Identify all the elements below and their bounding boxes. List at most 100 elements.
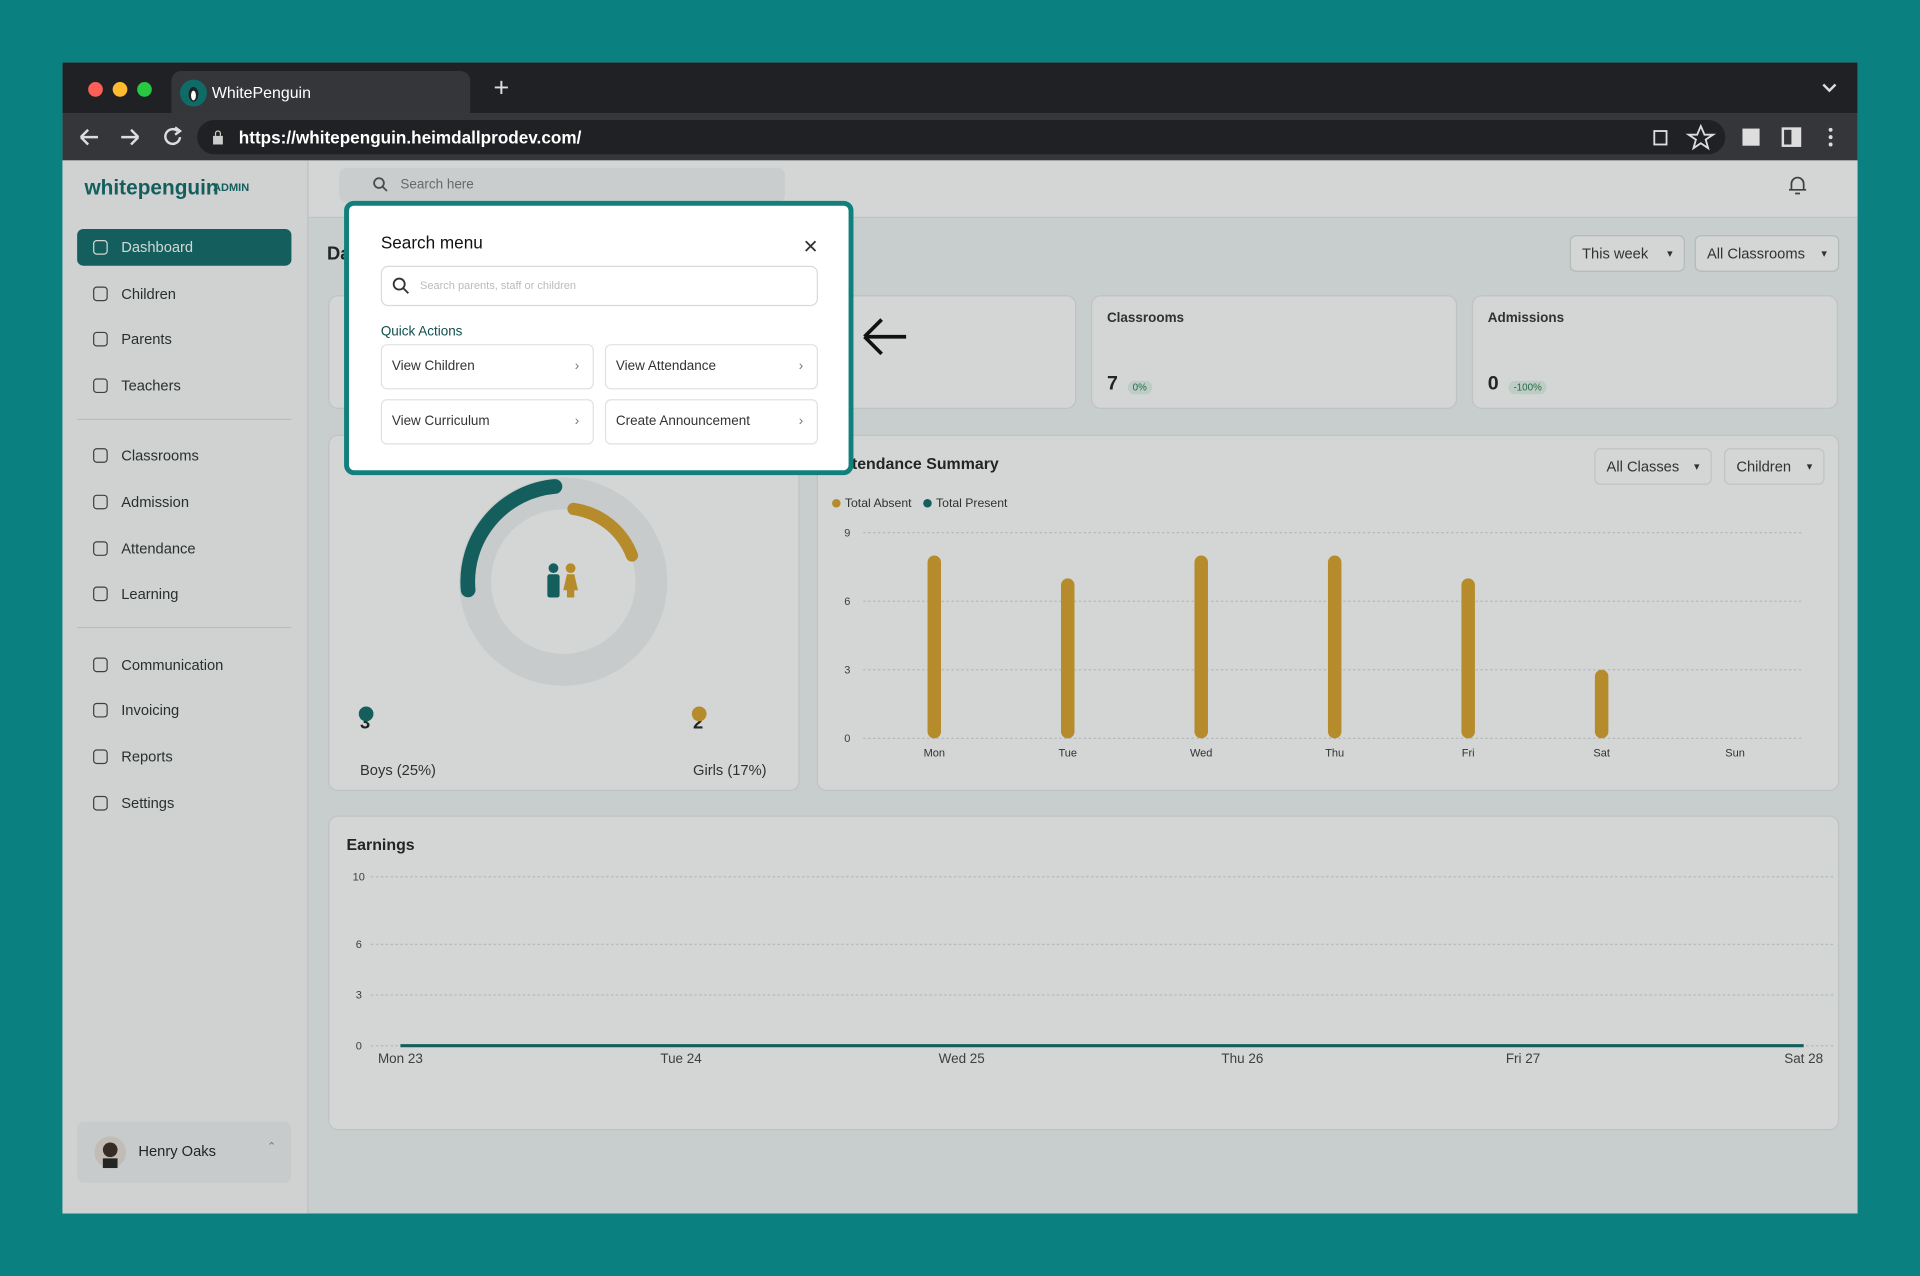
new-tab-button[interactable]: + [493,72,510,103]
x-tick-label: Sun [1725,748,1745,760]
modal-backdrop[interactable] [62,160,1858,1214]
chevron: › [798,413,804,429]
stat-value: 0 [1487,373,1499,395]
quick-action[interactable]: View Attendance › [604,344,818,390]
girls-count: 2 [693,712,704,734]
quick-action[interactable]: Create Announcement › [604,399,818,445]
stat-value: 7 [1106,373,1118,395]
nav-label: Dashboard [121,238,194,256]
search-placeholder: Search here [400,177,474,193]
nav-icon [93,657,108,672]
nav-item[interactable]: Teachers [77,367,291,404]
nav-icon [93,749,108,765]
x-tick-label: Wed 25 [939,1051,985,1066]
x-tick-label: Wed [1190,748,1212,760]
modal-search[interactable]: Search parents, staff or children [380,265,818,307]
nav-item[interactable]: Classrooms [77,438,291,475]
user-menu[interactable]: Henry Oaks ⌃ [77,1121,292,1183]
nav-label: Classrooms [121,447,199,465]
browser-toolbar[interactable] [1642,123,1850,151]
nav-icon [93,795,108,811]
top-search[interactable]: Search here [339,167,785,203]
nav-item[interactable]: Admission [77,484,291,521]
y-tick-label: 0 [844,733,850,745]
legend-label: Total Present [936,496,1008,510]
nav-icon [93,494,108,510]
x-tick-label: Sat [1593,748,1610,760]
search-icon [373,177,388,192]
navigation-buttons[interactable] [75,124,197,151]
group-filter[interactable]: Children ▾ [1724,448,1825,485]
nav-icon [93,332,108,348]
y-tick-label: 3 [844,664,850,676]
boys-label: Boys (25%) [360,761,436,779]
address-bar: https://whitepenguin.heimdallprodev.com/ [62,113,1858,161]
stat-change: 0% [1127,380,1152,395]
chevron: ▾ [1667,247,1673,260]
boy-icon [548,563,559,574]
nav-label: Settings [121,794,175,812]
legend-swatch [923,498,932,508]
x-tick-label: Tue 24 [660,1051,702,1066]
y-tick-label: 3 [356,990,362,1002]
role-badge: ADMIN [213,181,250,194]
nav-item[interactable]: Reports [77,738,291,775]
nav-label: Learning [121,585,179,603]
classroom-filter[interactable]: All Classrooms ▾ [1694,235,1840,272]
chevron: ⌃ [266,1140,277,1153]
quick-action[interactable]: View Curriculum › [380,399,594,445]
modal-title: Search menu [380,232,483,253]
nav-icon [93,587,108,602]
class-filter[interactable]: All Classes ▾ [1594,448,1712,485]
url-text: https://whitepenguin.heimdallprodev.com/ [238,127,582,147]
bar [1327,555,1342,739]
browser-tab[interactable]: WhitePenguin [171,71,471,114]
earnings-card: Earnings [328,815,1840,1131]
user-name: Henry Oaks [138,1142,216,1160]
filter-label: Children [1736,457,1792,476]
quick-action[interactable]: View Children › [380,344,594,390]
nav-item[interactable]: Children [77,275,291,312]
filter-label: All Classrooms [1706,244,1805,263]
x-tick-label: Sat 28 [1784,1051,1823,1066]
favicon [180,79,207,107]
tab-bar: WhitePenguin + [62,62,1858,114]
nav-item[interactable]: Invoicing [77,692,291,729]
search-icon [392,277,410,294]
bar [1061,578,1075,739]
x-tick-label: Mon 23 [378,1051,423,1066]
boys-dot [358,706,374,722]
url-field[interactable]: https://whitepenguin.heimdallprodev.com/ [197,120,1726,155]
close-button[interactable] [804,240,817,252]
bar [927,555,942,739]
nav-icon [93,286,108,301]
window-controls[interactable] [62,62,172,113]
action-label: View Children [391,358,475,374]
notifications[interactable] [1788,174,1808,196]
period-filter[interactable]: This week ▾ [1569,235,1685,272]
chevron: › [574,358,580,374]
avatar [94,1136,127,1169]
legend-label: Total Absent [845,496,912,510]
action-label: View Attendance [615,358,717,374]
action-label: View Curriculum [391,413,490,429]
nav-label: Communication [121,655,224,673]
nav-item[interactable]: Dashboard [77,228,292,266]
logo[interactable]: whitepenguin [84,176,219,200]
girls-dot [691,706,707,722]
stat-card: Classrooms 7 0% [1091,295,1458,409]
nav-item[interactable]: Attendance [77,530,291,567]
x-tick-label: Mon [924,748,945,760]
nav-item[interactable]: Parents [77,321,291,358]
x-tick-label: Thu 26 [1221,1051,1263,1066]
nav-item[interactable]: Learning [77,576,291,613]
tab-list-button[interactable] [1821,82,1838,94]
nav-item[interactable]: Settings [77,785,291,822]
nav-icon [93,448,108,464]
nav-label: Parents [121,331,172,349]
divider [77,418,292,421]
sidebar: whitepenguin ADMIN Henry Oaks ⌃ Dashboar… [62,160,309,1214]
nav-icon [93,240,108,255]
nav-item[interactable]: Communication [77,646,291,683]
tab-title: WhitePenguin [211,83,311,102]
